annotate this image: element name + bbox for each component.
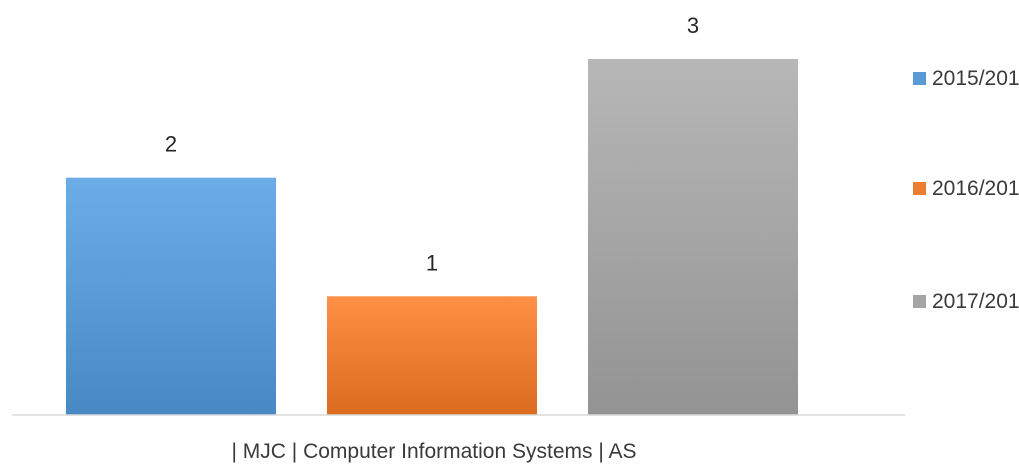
legend-swatch-2016-2017 bbox=[913, 182, 926, 195]
data-label-2016-2017: 1 bbox=[426, 250, 438, 275]
bar-2016-2017 bbox=[327, 296, 537, 415]
legend-label-2015-2016: 2015/2016 bbox=[932, 67, 1019, 90]
data-label-2015-2016: 2 bbox=[165, 132, 177, 157]
legend-label-2017-2018: 2017/2018 bbox=[932, 290, 1019, 313]
legend: 2015/2016 2016/2017 2017/2018 bbox=[913, 67, 1019, 313]
data-label-2017-2018: 3 bbox=[687, 13, 699, 38]
bar-2017-2018 bbox=[588, 59, 798, 415]
x-axis-category-label: | MJC | Computer Information Systems | A… bbox=[232, 440, 637, 463]
bars-layer: 2 1 3 bbox=[66, 13, 798, 415]
legend-swatch-2015-2016 bbox=[913, 72, 926, 85]
legend-swatch-2017-2018 bbox=[913, 295, 926, 308]
legend-label-2016-2017: 2016/2017 bbox=[932, 177, 1019, 200]
bar-2015-2016 bbox=[66, 177, 276, 415]
